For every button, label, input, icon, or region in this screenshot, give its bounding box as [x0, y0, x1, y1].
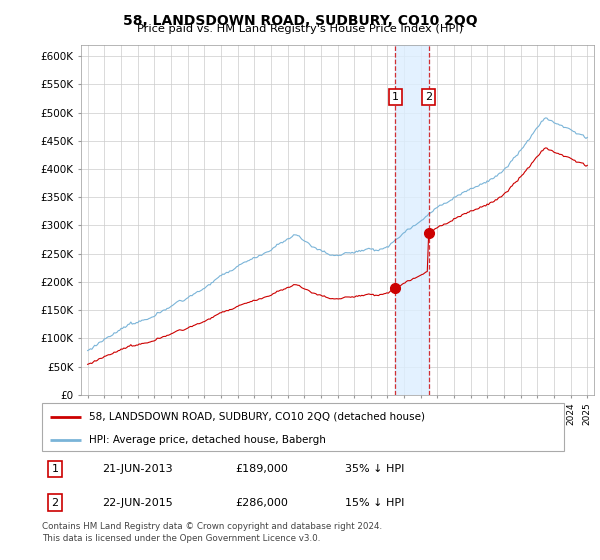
Text: 2: 2 — [52, 497, 59, 507]
Text: 35% ↓ HPI: 35% ↓ HPI — [345, 464, 404, 474]
Text: £189,000: £189,000 — [235, 464, 288, 474]
Text: 1: 1 — [392, 92, 399, 102]
Text: 21-JUN-2013: 21-JUN-2013 — [102, 464, 173, 474]
Text: HPI: Average price, detached house, Babergh: HPI: Average price, detached house, Babe… — [89, 435, 326, 445]
Text: 58, LANDSDOWN ROAD, SUDBURY, CO10 2QQ: 58, LANDSDOWN ROAD, SUDBURY, CO10 2QQ — [122, 14, 478, 28]
Text: 22-JUN-2015: 22-JUN-2015 — [102, 497, 173, 507]
Bar — [395, 45, 428, 395]
Text: 2: 2 — [425, 92, 432, 102]
Text: Contains HM Land Registry data © Crown copyright and database right 2024.
This d: Contains HM Land Registry data © Crown c… — [42, 522, 382, 543]
Text: 58, LANDSDOWN ROAD, SUDBURY, CO10 2QQ (detached house): 58, LANDSDOWN ROAD, SUDBURY, CO10 2QQ (d… — [89, 412, 425, 422]
Text: £286,000: £286,000 — [235, 497, 288, 507]
Text: 1: 1 — [52, 464, 59, 474]
Text: Price paid vs. HM Land Registry's House Price Index (HPI): Price paid vs. HM Land Registry's House … — [137, 24, 463, 34]
FancyBboxPatch shape — [42, 403, 564, 451]
Text: 15% ↓ HPI: 15% ↓ HPI — [345, 497, 404, 507]
